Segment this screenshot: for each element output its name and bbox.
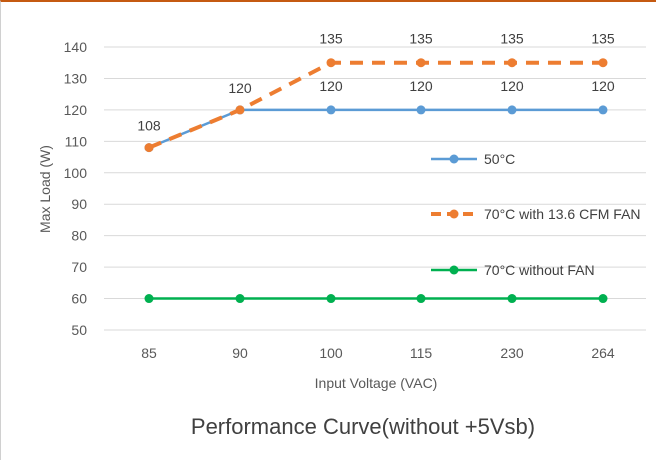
grid-layer xyxy=(104,46,646,331)
series-line-1 xyxy=(148,108,603,149)
y-tick-label-70: 70 xyxy=(71,259,87,275)
legend-label-3: 70°C without FAN xyxy=(484,262,595,278)
data-label-series-1-230: 120 xyxy=(500,78,524,94)
data-label-series-1-100: 120 xyxy=(319,78,343,94)
data-label-series-1-264: 120 xyxy=(591,78,615,94)
series-2-point-230 xyxy=(507,58,517,68)
data-label-series-2-230: 135 xyxy=(500,31,524,47)
chart-title: Performance Curve(without +5Vsb) xyxy=(191,414,535,439)
label-layer: 108 120 120 120 120 120 135 135 135 135 xyxy=(137,31,615,134)
legend-swatch-marker-2 xyxy=(449,209,459,219)
series-1-point-264 xyxy=(598,105,608,115)
data-label-series-2-264: 135 xyxy=(591,31,615,47)
x-tick-label-230: 230 xyxy=(500,345,524,361)
legend-label-1: 50°C xyxy=(484,151,515,167)
series-2-point-100 xyxy=(326,58,336,68)
x-tick-label-90: 90 xyxy=(232,345,248,361)
series-line-2 xyxy=(148,60,603,150)
series-2-point-264 xyxy=(598,58,608,68)
x-tick-label-264: 264 xyxy=(591,345,615,361)
legend-swatch-marker-1 xyxy=(449,154,459,164)
series-2-point-115 xyxy=(416,58,426,68)
data-label-series-1-115: 120 xyxy=(409,78,433,94)
x-tick-label-100: 100 xyxy=(319,345,343,361)
series-3-point-90 xyxy=(235,294,245,304)
series-1-point-100 xyxy=(326,105,336,115)
legend: 50°C 70°C with 13.6 CFM FAN 70°C without F… xyxy=(431,151,641,278)
data-label-series-1-85: 108 xyxy=(137,118,161,134)
series-layer xyxy=(144,58,608,304)
y-tick-label-120: 120 xyxy=(64,102,88,118)
y-tick-label-60: 60 xyxy=(71,291,87,307)
y-tick-label-130: 130 xyxy=(64,70,88,86)
series-1-point-115 xyxy=(416,105,426,115)
series-1-point-230 xyxy=(507,105,517,115)
series-3-point-100 xyxy=(326,294,336,304)
y-axis-title: Max Load (W) xyxy=(37,145,53,233)
legend-label-2: 70°C with 13.6 CFM FAN xyxy=(484,206,641,222)
legend-swatch-marker-3 xyxy=(449,265,459,275)
x-tick-label-115: 115 xyxy=(410,345,433,361)
tick-layer: 50 60 70 80 90 100 110 120 130 140 85 90 100 115 230 26… xyxy=(64,39,615,361)
y-tick-label-100: 100 xyxy=(64,165,88,181)
data-label-series-2-115: 135 xyxy=(409,31,433,47)
y-tick-label-50: 50 xyxy=(71,322,87,338)
x-tick-label-85: 85 xyxy=(141,345,157,361)
series-3-point-115 xyxy=(416,294,426,304)
series-2-point-85 xyxy=(144,143,154,153)
series-2-point-90 xyxy=(235,105,245,115)
y-tick-label-140: 140 xyxy=(64,39,88,55)
series-3-point-85 xyxy=(144,294,154,304)
data-label-series-2-90: 120 xyxy=(228,80,252,96)
series-3-point-230 xyxy=(507,294,517,304)
x-axis-title: Input Voltage (VAC) xyxy=(315,375,438,391)
series-3-point-264 xyxy=(598,294,608,304)
y-tick-label-110: 110 xyxy=(65,133,88,149)
y-tick-label-90: 90 xyxy=(71,196,87,212)
y-tick-label-80: 80 xyxy=(71,228,87,244)
data-label-series-2-100: 135 xyxy=(319,31,343,47)
